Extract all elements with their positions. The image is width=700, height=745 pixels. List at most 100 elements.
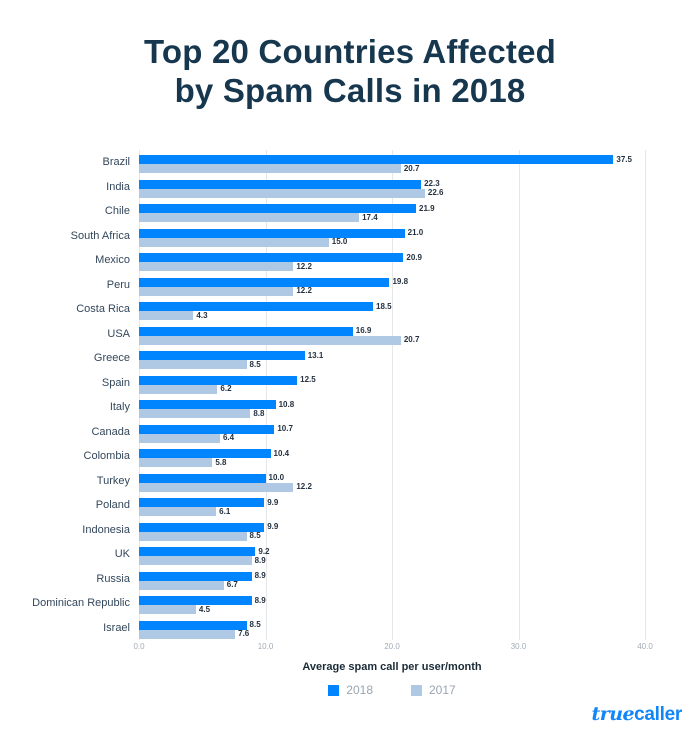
value-label-2017: 20.7 [403,163,420,173]
bar-2018: 10.4 [139,449,289,458]
value-label-2017: 4.5 [198,604,211,614]
bar-2018: 21.0 [139,228,423,238]
country-label: Indonesia [82,523,130,536]
value-label-2017: 6.4 [222,433,235,442]
bar-2018: 9.9 [139,498,278,507]
gridline-0.0 [139,150,140,640]
page-title-line2: by Spam Calls in 2018 [174,72,526,109]
x-tick-label: 40.0 [637,642,653,651]
truecaller-logo-script-part: true [591,703,635,725]
value-label-2017: 8.8 [253,408,265,418]
value-label-2018: 21.9 [419,203,435,213]
gridline-30.0 [518,150,520,640]
gridline-40.0 [645,150,646,640]
bar-2017: 12.2 [139,482,312,492]
bar-2018: 10.0 [139,473,284,483]
value-label-2017: 8.5 [249,531,261,540]
chart-row: USA 16.9 20.7 [107,322,645,347]
x-axis-title: Average spam call per user/month [302,661,482,673]
chart-row: Mexico 20.9 12.2 [95,248,645,273]
value-label-2018: 21.0 [407,228,424,237]
chart-row: UK 9.2 8.9 [115,542,645,567]
legend-swatch-2017 [411,684,422,696]
bar-2017: 4.3 [139,311,208,320]
bar-2018: 37.5 [139,155,632,164]
value-label-2017: 12.2 [296,261,312,271]
bar-2017: 12.2 [139,286,312,296]
bar-2017: 17.4 [139,213,378,222]
x-tick-label: 10.0 [257,642,274,651]
value-label-2018: 37.5 [616,154,632,164]
bar-2018: 8.9 [139,571,266,581]
country-label: Canada [91,425,130,438]
legend-label-2018: 2018 [346,683,373,697]
country-label: Poland [95,499,130,512]
bar-2018: 21.9 [139,204,435,213]
bar-2018: 20.9 [139,253,422,262]
bar-2017: 22.6 [139,188,443,198]
country-label: Brazil [102,156,130,169]
value-label-2018: 9.9 [267,522,279,531]
bar-2017: 6.2 [139,384,232,394]
chart-row: Chile 21.9 17.4 [105,199,645,224]
value-label-2017: 5.8 [215,457,227,467]
page-title-line1: Top 20 Countries Affected [143,33,557,70]
bar-2017: 5.8 [139,458,226,467]
value-label-2017: 6.2 [220,384,232,393]
legend-label-2017: 2017 [429,683,456,697]
chart-row: Russia 8.9 6.7 [96,567,645,592]
chart-row: India 22.3 22.6 [106,175,645,200]
value-label-2018: 22.3 [424,179,440,188]
value-label-2018: 19.8 [392,277,409,286]
value-label-2017: 7.6 [238,629,250,638]
value-label-2018: 9.2 [258,546,270,556]
bar-2018: 12.5 [139,375,316,385]
value-label-2017: 17.4 [362,212,378,222]
legend-item-2017: 2017 [411,683,456,697]
value-label-2018: 16.9 [355,326,372,335]
value-label-2018: 8.9 [254,595,266,605]
bar-chart-plot-area: Brazil 37.5 20.7 India 22.3 22.6 Chile 21.9 17.4… [32,150,646,640]
chart-row: Spain 12.5 6.2 [102,371,645,396]
country-label: Greece [93,352,130,365]
bar-2017: 15.0 [139,237,347,247]
country-label: UK [114,548,130,561]
bar-2017: 8.8 [139,409,264,418]
country-label: Israel [103,621,130,634]
value-label-2017: 12.2 [296,482,312,491]
chart-row: Canada 10.7 6.4 [91,420,645,445]
country-label: USA [107,327,130,340]
chart-row: Colombia 10.4 5.8 [84,444,645,469]
value-label-2018: 10.8 [278,399,295,409]
bar-2017: 12.2 [139,262,312,271]
bar-2017: 6.7 [139,580,238,590]
value-label-2018: 8.9 [254,571,266,580]
chart-row: Brazil 37.5 20.7 [102,150,645,175]
value-label-2017: 6.1 [219,506,231,516]
value-label-2018: 8.5 [249,620,261,629]
value-label-2017: 20.7 [403,335,420,344]
bar-2017: 8.5 [139,531,261,541]
chart-row: South Africa 21.0 15.0 [71,224,645,249]
chart-row: Costa Rica 18.5 4.3 [76,297,645,322]
bar-2017: 6.1 [139,507,230,516]
country-label: South Africa [70,229,130,242]
chart-row: Poland 9.9 6.1 [96,493,645,518]
country-label: Turkey [96,474,130,487]
x-tick-label: 0.0 [133,642,145,651]
value-label-2017: 8.5 [249,359,261,369]
bar-2018: 10.8 [139,400,294,409]
value-label-2017: 6.7 [226,580,238,589]
gridline-20.0 [392,150,393,640]
value-label-2017: 22.6 [427,188,444,197]
bar-2018: 10.7 [139,424,293,434]
value-label-2018: 10.0 [268,473,285,482]
country-label: Italy [109,401,130,414]
value-label-2018: 18.5 [376,301,392,311]
value-label-2018: 10.4 [273,448,290,458]
country-label: Dominican Republic [32,597,130,610]
country-label: Colombia [83,450,130,463]
chart-row: Italy 10.8 8.8 [110,395,645,420]
bar-2018: 18.5 [139,302,392,311]
value-label-2017: 4.3 [196,310,208,320]
